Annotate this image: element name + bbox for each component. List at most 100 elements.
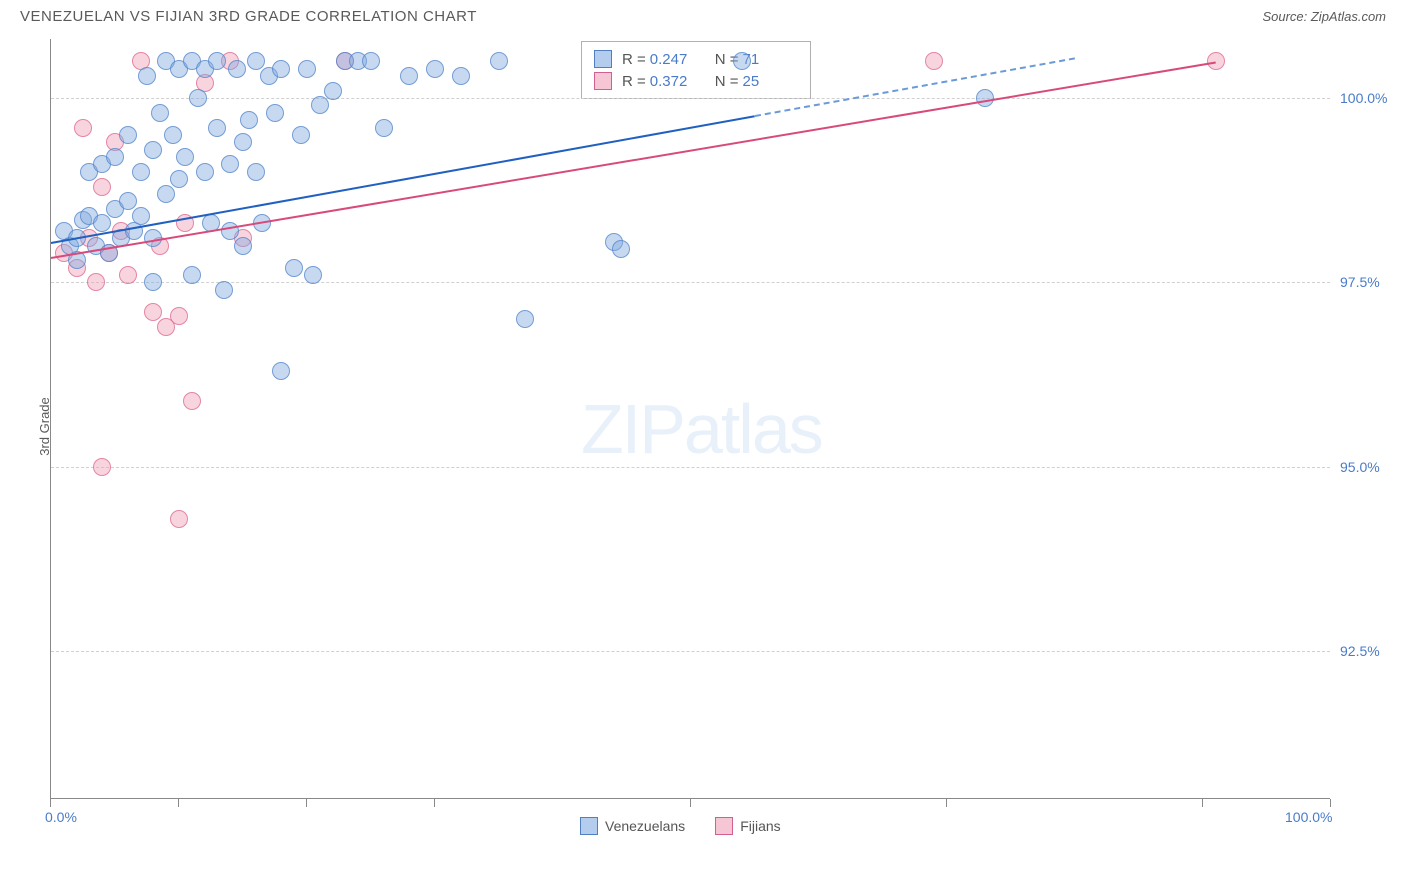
watermark: ZIPatlas xyxy=(581,389,822,469)
stat-r-value-fijians: 0.372 xyxy=(650,73,705,90)
gridline xyxy=(51,282,1330,283)
data-point xyxy=(292,126,310,144)
data-point xyxy=(272,362,290,380)
gridline xyxy=(51,98,1330,99)
legend-label-fijians: Fijians xyxy=(740,818,780,834)
data-point xyxy=(304,266,322,284)
chart-header: VENEZUELAN VS FIJIAN 3RD GRADE CORRELATI… xyxy=(0,0,1406,29)
gridline xyxy=(51,651,1330,652)
data-point xyxy=(74,119,92,137)
data-point xyxy=(215,281,233,299)
data-point xyxy=(151,104,169,122)
swatch-blue-icon xyxy=(580,817,598,835)
x-tick-mark xyxy=(434,799,435,807)
data-point xyxy=(87,273,105,291)
data-point xyxy=(240,111,258,129)
x-tick-mark xyxy=(946,799,947,807)
stat-n-value-fijians: 25 xyxy=(743,73,798,90)
x-tick-mark xyxy=(1330,799,1331,807)
data-point xyxy=(183,392,201,410)
y-tick-label: 100.0% xyxy=(1340,90,1387,106)
plot-area: ZIPatlas R =0.247N =71 R =0.372 N =25 xyxy=(50,39,1330,799)
x-tick-mark xyxy=(690,799,691,807)
x-tick-label: 0.0% xyxy=(45,809,77,825)
chart-title: VENEZUELAN VS FIJIAN 3RD GRADE CORRELATI… xyxy=(20,8,477,25)
data-point xyxy=(490,52,508,70)
x-tick-mark xyxy=(50,799,51,807)
data-point xyxy=(132,207,150,225)
x-tick-label: 100.0% xyxy=(1285,809,1332,825)
watermark-bold: ZIP xyxy=(581,390,684,468)
stat-n-label: N = xyxy=(715,73,739,90)
data-point xyxy=(106,148,124,166)
data-point xyxy=(234,237,252,255)
data-point xyxy=(93,214,111,232)
data-point xyxy=(452,67,470,85)
data-point xyxy=(144,273,162,291)
data-point xyxy=(298,60,316,78)
data-point xyxy=(93,178,111,196)
data-point xyxy=(221,155,239,173)
stat-r-value-venezuelans: 0.247 xyxy=(650,51,705,68)
legend-label-venezuelans: Venezuelans xyxy=(605,818,685,834)
data-point xyxy=(119,192,137,210)
data-point xyxy=(228,60,246,78)
stats-row-fijians: R =0.372 N =25 xyxy=(594,70,798,92)
y-tick-label: 92.5% xyxy=(1340,643,1380,659)
source-attribution: Source: ZipAtlas.com xyxy=(1262,9,1386,24)
data-point xyxy=(247,52,265,70)
data-point xyxy=(516,310,534,328)
swatch-blue-icon xyxy=(594,50,612,68)
bottom-legend: Venezuelans Fijians xyxy=(580,817,781,835)
data-point xyxy=(119,126,137,144)
x-tick-mark xyxy=(1202,799,1203,807)
data-point xyxy=(144,141,162,159)
data-point xyxy=(189,89,207,107)
data-point xyxy=(1207,52,1225,70)
stat-r-label: R = xyxy=(622,73,646,90)
data-point xyxy=(221,222,239,240)
data-point xyxy=(400,67,418,85)
data-point xyxy=(157,185,175,203)
data-point xyxy=(311,96,329,114)
data-point xyxy=(285,259,303,277)
data-point xyxy=(144,303,162,321)
data-point xyxy=(170,307,188,325)
data-point xyxy=(272,60,290,78)
data-point xyxy=(119,266,137,284)
data-point xyxy=(234,133,252,151)
data-point xyxy=(138,67,156,85)
data-point xyxy=(324,82,342,100)
stat-r-label: R = xyxy=(622,51,646,68)
chart-container: 3rd Grade ZIPatlas R =0.247N =71 R =0.37… xyxy=(50,39,1390,829)
stats-row-venezuelans: R =0.247N =71 xyxy=(594,48,798,70)
data-point xyxy=(612,240,630,258)
legend-item-venezuelans: Venezuelans xyxy=(580,817,685,835)
data-point xyxy=(925,52,943,70)
x-tick-mark xyxy=(306,799,307,807)
data-point xyxy=(183,266,201,284)
data-point xyxy=(170,510,188,528)
data-point xyxy=(208,119,226,137)
data-point xyxy=(362,52,380,70)
data-point xyxy=(733,52,751,70)
gridline xyxy=(51,467,1330,468)
data-point xyxy=(426,60,444,78)
data-point xyxy=(208,52,226,70)
data-point xyxy=(176,148,194,166)
data-point xyxy=(164,126,182,144)
x-tick-mark xyxy=(178,799,179,807)
data-point xyxy=(170,170,188,188)
swatch-pink-icon xyxy=(715,817,733,835)
swatch-pink-icon xyxy=(594,72,612,90)
data-point xyxy=(132,163,150,181)
trend-line xyxy=(51,115,755,244)
y-tick-label: 95.0% xyxy=(1340,459,1380,475)
legend-item-fijians: Fijians xyxy=(715,817,780,835)
data-point xyxy=(266,104,284,122)
data-point xyxy=(247,163,265,181)
data-point xyxy=(93,458,111,476)
data-point xyxy=(375,119,393,137)
correlation-stats-box: R =0.247N =71 R =0.372 N =25 xyxy=(581,41,811,99)
watermark-light: atlas xyxy=(684,390,822,468)
